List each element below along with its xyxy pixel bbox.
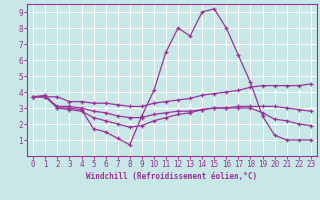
- X-axis label: Windchill (Refroidissement éolien,°C): Windchill (Refroidissement éolien,°C): [86, 172, 258, 181]
